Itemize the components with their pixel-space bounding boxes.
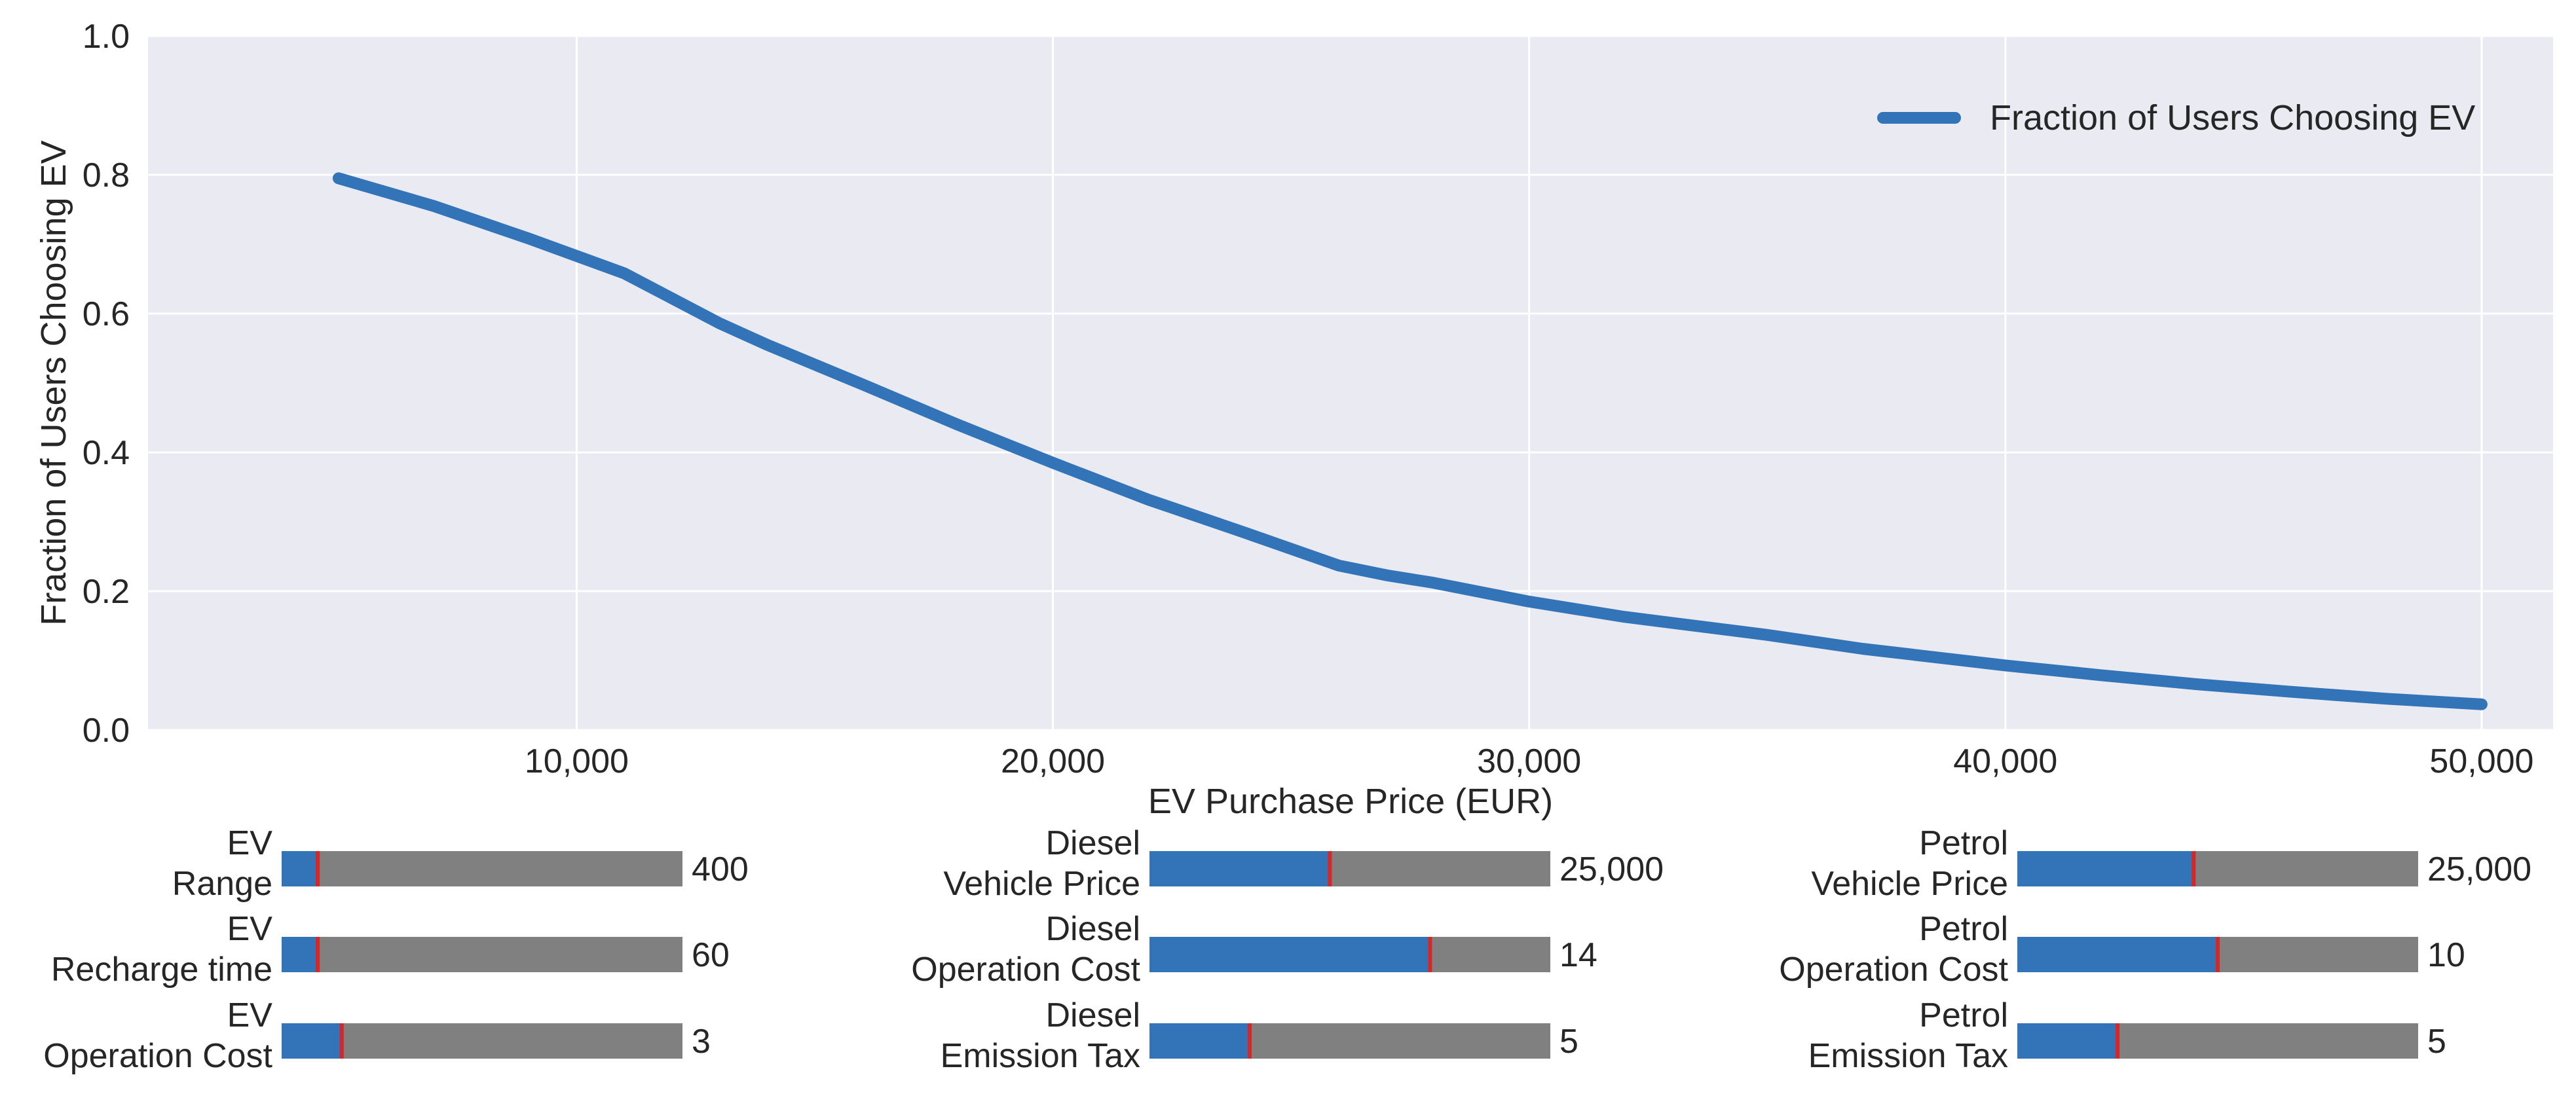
slider-label-line2: Recharge time bbox=[51, 951, 272, 989]
slider-handle[interactable] bbox=[316, 851, 320, 886]
y-tick-labels: 0.0 0.2 0.4 0.6 0.8 1.0 bbox=[83, 18, 130, 750]
y-tick-label: 0.8 bbox=[83, 156, 130, 194]
x-gridlines bbox=[575, 36, 2483, 730]
x-tick-label: 20,000 bbox=[1001, 742, 1105, 780]
y-tick-label: 0.2 bbox=[83, 573, 130, 611]
slider-label-line2: Range bbox=[172, 865, 272, 903]
slider-label-line2: Operation Cost bbox=[1779, 951, 2008, 989]
slider-fill bbox=[2017, 937, 2218, 972]
series-layer bbox=[332, 172, 2488, 710]
x-axis-label: EV Purchase Price (EUR) bbox=[1148, 782, 1553, 821]
slider-value: 60 bbox=[692, 936, 730, 974]
x-tick-label: 30,000 bbox=[1477, 742, 1581, 780]
slider-label-line2: Operation Cost bbox=[43, 1037, 272, 1075]
slider-value: 5 bbox=[1559, 1023, 1578, 1061]
slider-handle[interactable] bbox=[2116, 1023, 2119, 1059]
legend: Fraction of Users Choosing EV bbox=[1877, 98, 2475, 137]
slider-label-line1: Diesel bbox=[1046, 996, 1141, 1034]
x-tick-label: 50,000 bbox=[2429, 742, 2533, 780]
slider-value: 14 bbox=[1559, 936, 1597, 974]
y-tick-label: 0.6 bbox=[83, 295, 130, 333]
x-tick-label: 40,000 bbox=[1953, 742, 2057, 780]
slider-label-line1: EV bbox=[227, 910, 273, 948]
slider-handle[interactable] bbox=[339, 1023, 344, 1059]
slider-fill bbox=[1149, 937, 1430, 972]
slider-fill bbox=[282, 937, 318, 972]
slider-handle[interactable] bbox=[2192, 851, 2196, 886]
slider-label-line2: Emission Tax bbox=[1808, 1037, 2008, 1075]
slider-fill bbox=[2017, 1023, 2118, 1059]
slider-label-line1: EV bbox=[227, 996, 273, 1034]
y-axis-label: Fraction of Users Choosing EV bbox=[34, 140, 73, 625]
slider-fill bbox=[282, 1023, 342, 1059]
slider-handle[interactable] bbox=[1328, 851, 1332, 886]
slider-label-line2: Emission Tax bbox=[941, 1037, 1140, 1075]
slider-value: 10 bbox=[2427, 936, 2465, 974]
slider-label-line1: Petrol bbox=[1919, 824, 2008, 862]
slider-label-line1: Petrol bbox=[1919, 996, 2008, 1034]
slider-handle[interactable] bbox=[1248, 1023, 1252, 1059]
slider-label-line2: Vehicle Price bbox=[943, 865, 1140, 903]
slider-value: 25,000 bbox=[2427, 850, 2531, 888]
slider-label-line1: Petrol bbox=[1919, 910, 2008, 948]
plot-area bbox=[148, 36, 2553, 730]
slider-value: 400 bbox=[692, 850, 749, 888]
slider-fill bbox=[282, 851, 318, 886]
slider-label-line2: Operation Cost bbox=[911, 951, 1140, 989]
slider-handle[interactable] bbox=[316, 937, 320, 972]
x-tick-labels: 10,000 20,000 30,000 40,000 50,000 bbox=[525, 742, 2534, 780]
slider-track[interactable] bbox=[282, 937, 682, 972]
slider-label-line2: Vehicle Price bbox=[1811, 865, 2008, 903]
slider-track[interactable] bbox=[282, 851, 682, 886]
y-tick-label: 0.4 bbox=[83, 434, 130, 472]
slider-value: 25,000 bbox=[1559, 850, 1664, 888]
y-tick-label: 1.0 bbox=[83, 18, 130, 56]
x-tick-label: 10,000 bbox=[525, 742, 629, 780]
slider-label-line1: Diesel bbox=[1046, 824, 1141, 862]
slider-label-line1: Diesel bbox=[1046, 910, 1141, 948]
slider-handle[interactable] bbox=[1428, 937, 1432, 972]
y-tick-label: 0.0 bbox=[83, 712, 130, 750]
slider-fill bbox=[1149, 851, 1330, 886]
slider-value: 5 bbox=[2427, 1023, 2446, 1061]
slider-track[interactable] bbox=[282, 1023, 682, 1059]
slider-value: 3 bbox=[692, 1023, 711, 1061]
slider-fill bbox=[1149, 1023, 1250, 1059]
slider-handle[interactable] bbox=[2216, 937, 2220, 972]
slider-fill bbox=[2017, 851, 2194, 886]
series-line bbox=[332, 172, 2488, 710]
legend-label: Fraction of Users Choosing EV bbox=[1990, 98, 2475, 137]
slider-label-line1: EV bbox=[227, 824, 273, 862]
y-gridlines bbox=[148, 35, 2553, 731]
